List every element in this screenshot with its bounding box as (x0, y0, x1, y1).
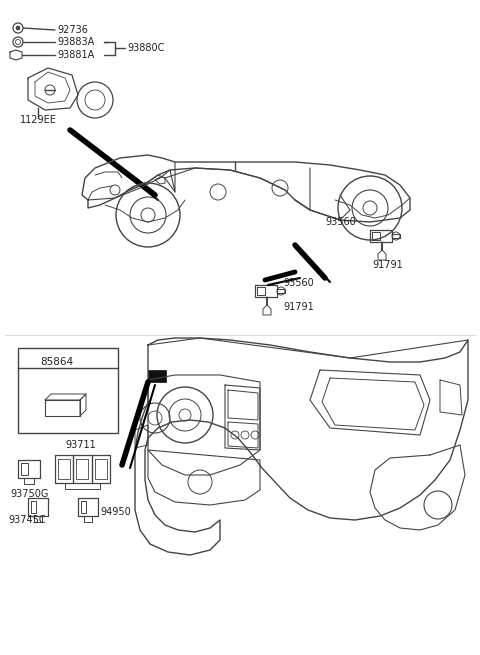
Text: 93711: 93711 (65, 440, 96, 450)
Text: 93745C: 93745C (8, 515, 46, 525)
Text: 91791: 91791 (372, 260, 403, 270)
Bar (18, 348, 118, 433)
Text: 93560: 93560 (325, 217, 356, 227)
Text: 93880C: 93880C (127, 43, 164, 53)
Bar (148, 370, 166, 382)
Text: 1129EE: 1129EE (20, 115, 57, 125)
Text: 93883A: 93883A (57, 37, 94, 47)
Text: 93881A: 93881A (57, 50, 94, 60)
Text: 94950: 94950 (100, 507, 131, 517)
Text: 93560: 93560 (283, 278, 314, 288)
Text: 92736: 92736 (57, 25, 88, 35)
Text: 91791: 91791 (283, 302, 314, 312)
Text: 85864: 85864 (40, 357, 73, 367)
Circle shape (16, 26, 20, 30)
Text: 93750G: 93750G (10, 489, 48, 499)
